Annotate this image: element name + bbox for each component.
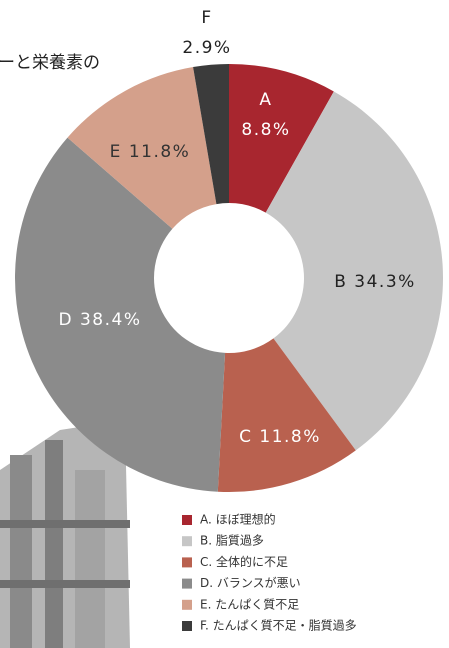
legend-swatch xyxy=(182,557,192,568)
legend-swatch xyxy=(182,515,192,525)
donut-slice xyxy=(67,67,217,229)
donut-slice xyxy=(265,91,443,451)
donut-slice xyxy=(229,64,334,213)
legend-swatch xyxy=(182,536,192,547)
slice-label: D 38.4% xyxy=(58,310,141,330)
donut-slice xyxy=(193,64,229,205)
slice-value-label: 38.4% xyxy=(80,310,142,330)
background-building xyxy=(0,420,130,648)
slice-category-label: C xyxy=(239,427,252,447)
slice-label: B 34.3% xyxy=(334,272,416,292)
slice-category-label: D xyxy=(58,310,73,330)
slice-category-label: A xyxy=(259,90,272,110)
slice-category-label: E xyxy=(110,142,122,162)
donut-slice xyxy=(217,338,356,493)
legend-swatch xyxy=(182,578,192,589)
legend-label: C. 全体的に不足 xyxy=(200,554,288,569)
slice-value-label: 8.8% xyxy=(241,120,290,140)
legend-label: F. たんぱく質不足・脂質過多 xyxy=(200,618,357,633)
legend-label: E. たんぱく質不足 xyxy=(200,596,299,611)
slice-label: C 11.8% xyxy=(239,427,321,447)
slice-value-label: 2.9% xyxy=(182,38,231,58)
slice-value-label: 11.8% xyxy=(129,142,191,162)
chart-title: ーと栄養素の xyxy=(0,53,100,73)
legend-label: A. ほぼ理想的 xyxy=(200,512,276,527)
slice-category-label: B xyxy=(334,272,347,292)
slice-value-label: 11.8% xyxy=(259,427,321,447)
legend-label: B. 脂質過多 xyxy=(200,533,264,548)
donut-slice xyxy=(14,137,226,492)
legend-swatch xyxy=(182,621,192,631)
legend-label: D. バランスが悪い xyxy=(200,575,301,590)
slice-label: E 11.8% xyxy=(110,142,191,162)
slice-value-label: 34.3% xyxy=(354,272,416,292)
legend-swatch xyxy=(182,599,192,610)
slice-category-label: F xyxy=(201,8,212,28)
